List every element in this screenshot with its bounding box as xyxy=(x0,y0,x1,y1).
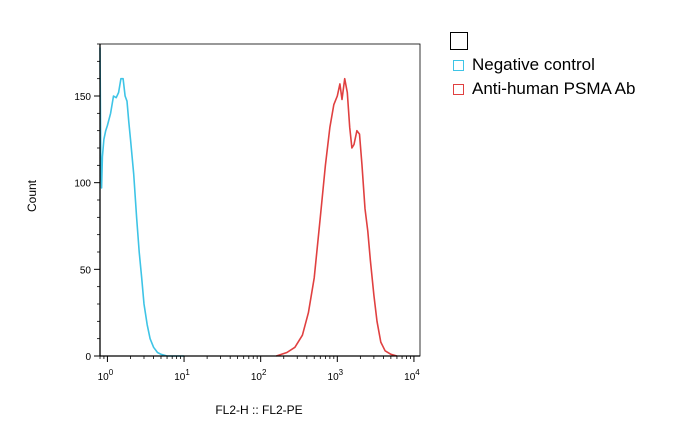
legend-label-anti-human-psma-ab: Anti-human PSMA Ab xyxy=(472,79,636,98)
legend-swatch-anti-human-psma-ab xyxy=(453,83,464,95)
series-curves xyxy=(99,47,398,357)
series-line-anti-human-psma-ab xyxy=(276,77,398,357)
x-tick-label-1: 100 xyxy=(98,368,114,383)
x-tick-label-100: 102 xyxy=(251,368,267,383)
legend-item-anti-human-psma-ab: Anti-human PSMA Ab xyxy=(450,77,635,101)
legend-swatch-negative-control xyxy=(453,59,464,71)
y-tick-label-150: 150 xyxy=(74,92,91,103)
axis-ticks: 0 50 100 150 100 101 102 103 104 xyxy=(74,43,420,383)
x-tick-label-10: 101 xyxy=(174,368,190,383)
y-tick-label-0: 0 xyxy=(85,352,91,363)
legend-header-box xyxy=(450,32,468,50)
axes xyxy=(99,44,420,357)
legend-item-negative-control: Negative control xyxy=(450,53,635,77)
x-axis-label: FL2-H :: FL2-PE xyxy=(215,403,302,417)
legend: Negative control Anti-human PSMA Ab xyxy=(450,32,635,101)
y-axis-label: Count xyxy=(25,179,39,212)
plot-frame xyxy=(99,43,421,357)
plot-area xyxy=(99,43,421,357)
y-tick-label-50: 50 xyxy=(80,265,92,276)
legend-label-negative-control: Negative control xyxy=(472,55,595,74)
x-tick-label-10000: 104 xyxy=(404,368,420,383)
y-tick-label-100: 100 xyxy=(74,179,91,190)
series-line-negative-control xyxy=(99,47,185,357)
x-tick-label-1000: 103 xyxy=(328,368,344,383)
